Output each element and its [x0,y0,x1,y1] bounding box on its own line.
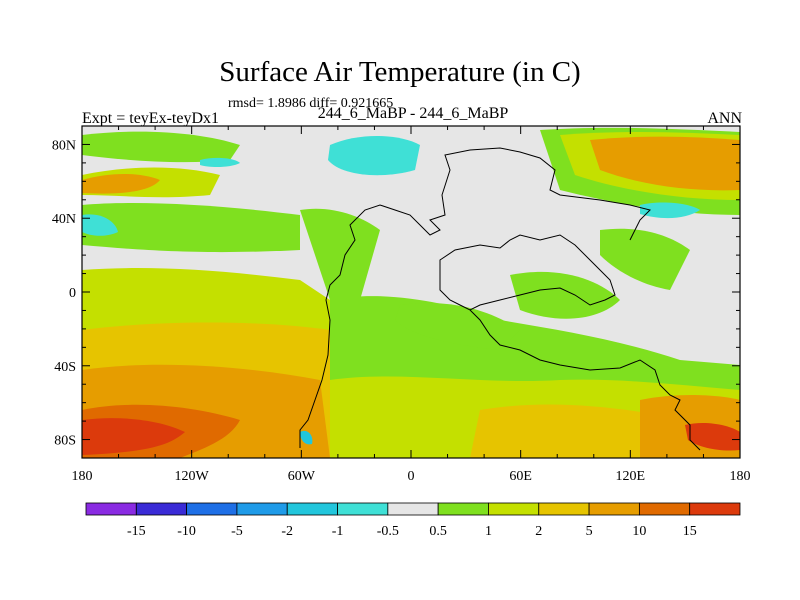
north-lightcyan-patch [328,135,420,176]
colorbar-label: 5 [586,524,593,539]
colorbar-box [337,502,389,516]
americas-coastline [299,147,651,448]
east-asia-green [600,228,690,290]
colorbar: -15 -10 -5 -2 -1 -0.5 0.5 1 2 5 10 15 [85,502,741,539]
east-lightcyan-patch [640,202,700,219]
south-cyan-patch [300,430,313,445]
tropical-africa-green [395,302,520,350]
lat-tick-label: 40N [52,212,76,227]
colorbar-box [387,502,439,516]
continent-outlines [299,147,701,451]
colorbar-label: -15 [127,524,146,539]
west-lightcyan-patch [82,214,118,236]
lat-tick-label: 80S [54,434,76,449]
lat-tick-label: 40S [54,360,76,375]
latitude-axis: 80N 40N 0 40S 80S [52,138,740,449]
south-pacific-yg-band [82,268,330,330]
comparison-label: 244_6_MaBP - 244_6_MaBP [317,105,509,122]
colorbar-box [488,502,540,516]
lon-tick-label: 0 [408,469,415,484]
colorbar-box [236,502,288,516]
experiment-label: Expt = teyEx-teyDx1 [82,110,219,127]
colorbar-label: -2 [281,524,293,539]
north-pacific-green [82,203,300,253]
colorbar-label: -0.5 [377,524,399,539]
season-label: ANN [707,110,742,127]
colorbar-label: 10 [632,524,646,539]
arctic-east-orange [590,136,740,191]
india-green [510,271,620,319]
africa-coastline [469,309,701,451]
colorbar-label: -10 [177,524,196,539]
colorbar-label: 1 [485,524,492,539]
temperature-field [82,126,740,458]
longitude-axis: 180 120W 60W 0 60E 120E 180 [72,126,751,484]
colorbar-label: 0.5 [429,524,447,539]
lon-tick-label: 180 [72,469,93,484]
lat-tick-label: 80N [52,138,76,153]
plot-title: Surface Air Temperature (in C) [219,56,581,88]
colorbar-box [286,502,338,516]
colorbar-label: -1 [332,524,344,539]
north-pacific-orange [82,174,160,194]
colorbar-box [437,502,489,516]
north-atlantic-green [82,131,240,163]
colorbar-box [85,502,137,516]
colorbar-box [638,502,691,516]
tropical-atlantic-green [300,208,380,300]
lon-tick-label: 60W [288,469,316,484]
southeast-red-patch [685,422,740,451]
colorbar-box [689,502,741,516]
pacific-lightcyan-strip [200,157,240,168]
lon-tick-label: 60E [509,469,532,484]
afro-eurasia-coastline [439,234,616,311]
colorbar-box [538,502,590,516]
south-pacific-red-patch [82,418,185,455]
lon-tick-label: 120W [175,469,210,484]
colorbar-box [135,502,188,516]
lat-tick-label: 0 [69,286,76,301]
colorbar-label: -5 [231,524,243,539]
colorbar-box [186,502,238,516]
lon-tick-label: 120E [616,469,646,484]
plot-subtitle: rmsd= 1.8986 diff= 0.921665 [228,96,394,111]
colorbar-label: 15 [683,524,697,539]
lon-tick-label: 180 [730,469,751,484]
colorbar-box [588,502,640,516]
colorbar-label: 2 [535,524,542,539]
